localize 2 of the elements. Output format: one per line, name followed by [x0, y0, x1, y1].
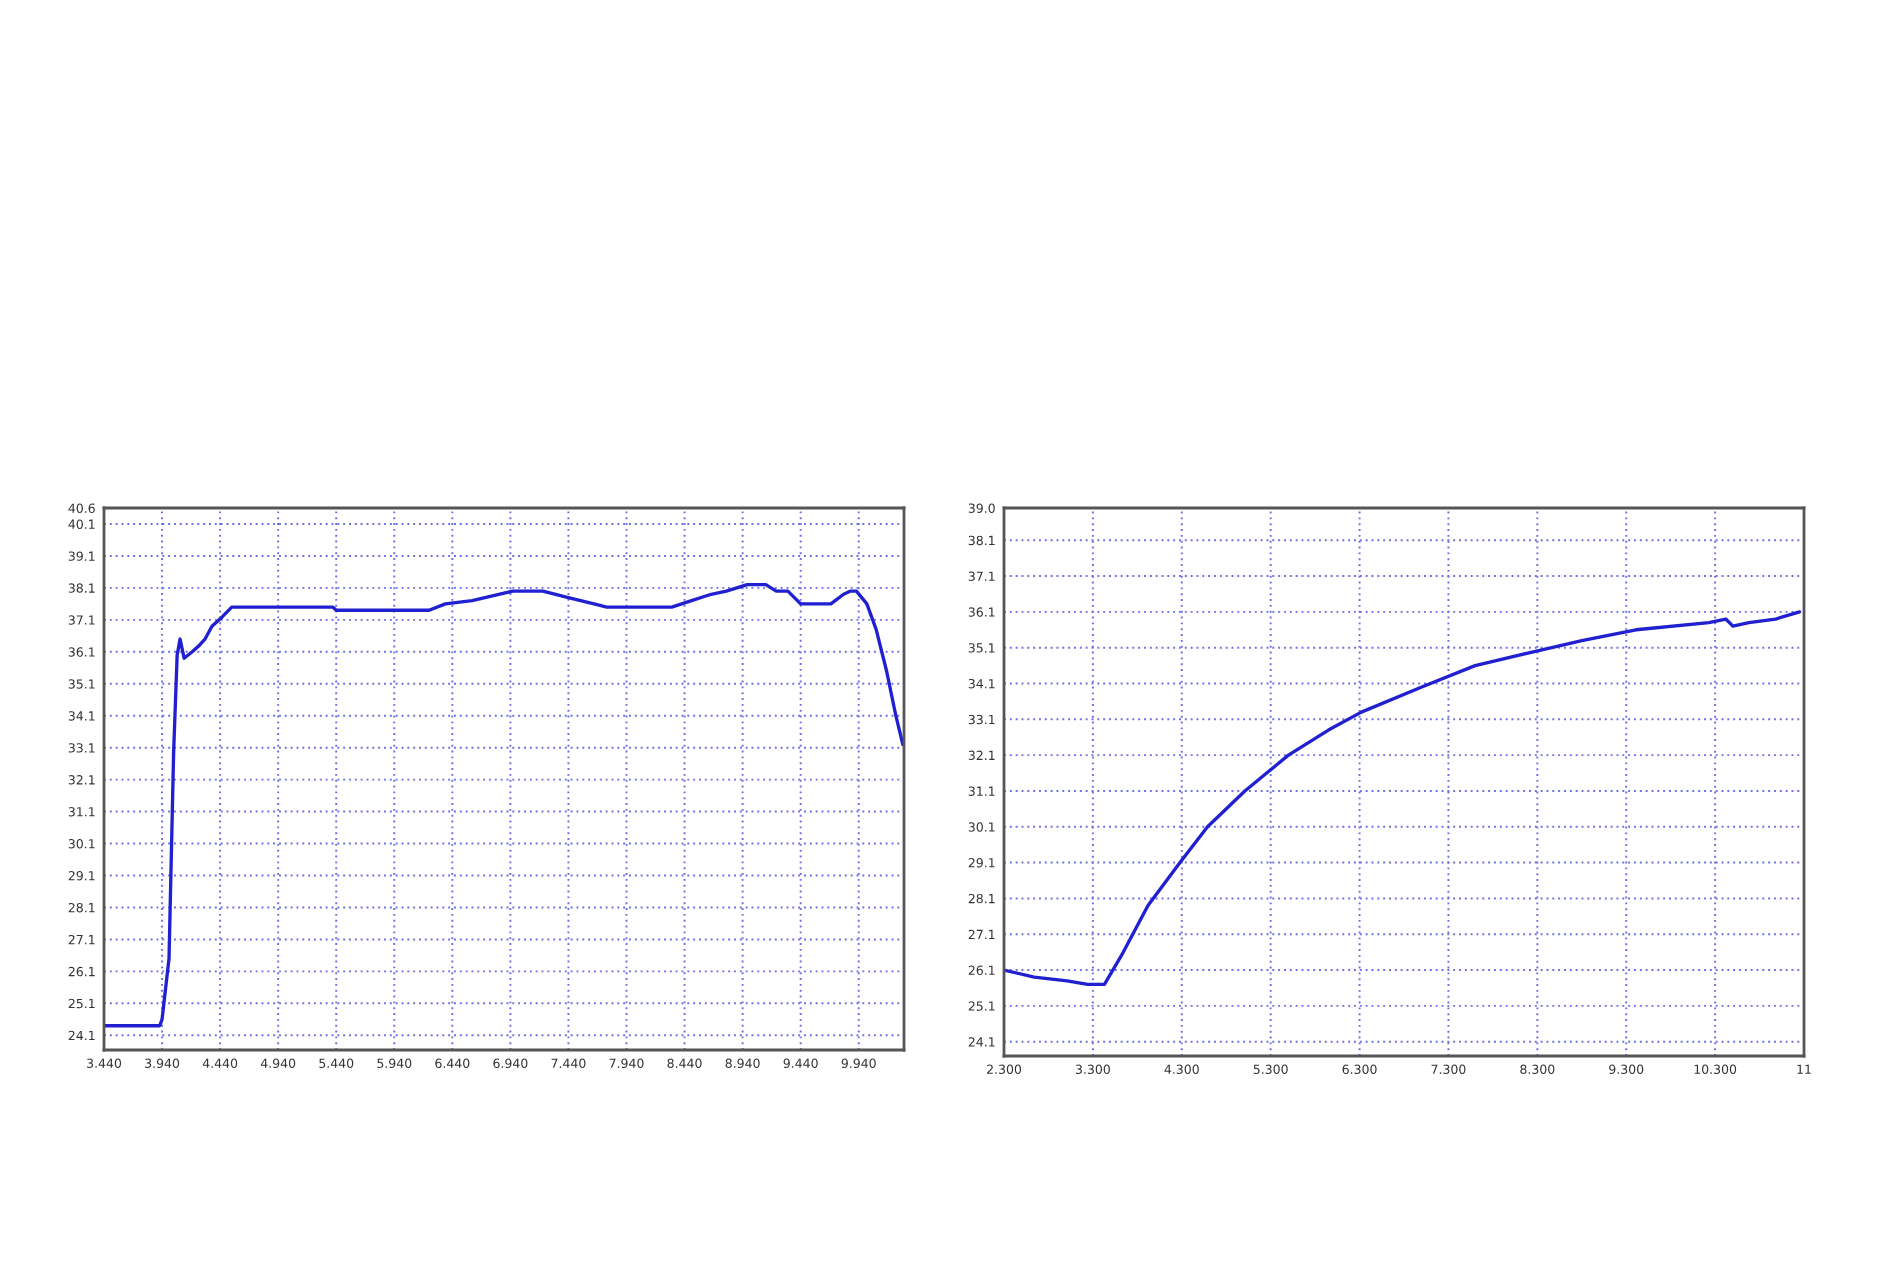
line-series	[104, 583, 904, 1028]
line-series	[1004, 610, 1802, 987]
